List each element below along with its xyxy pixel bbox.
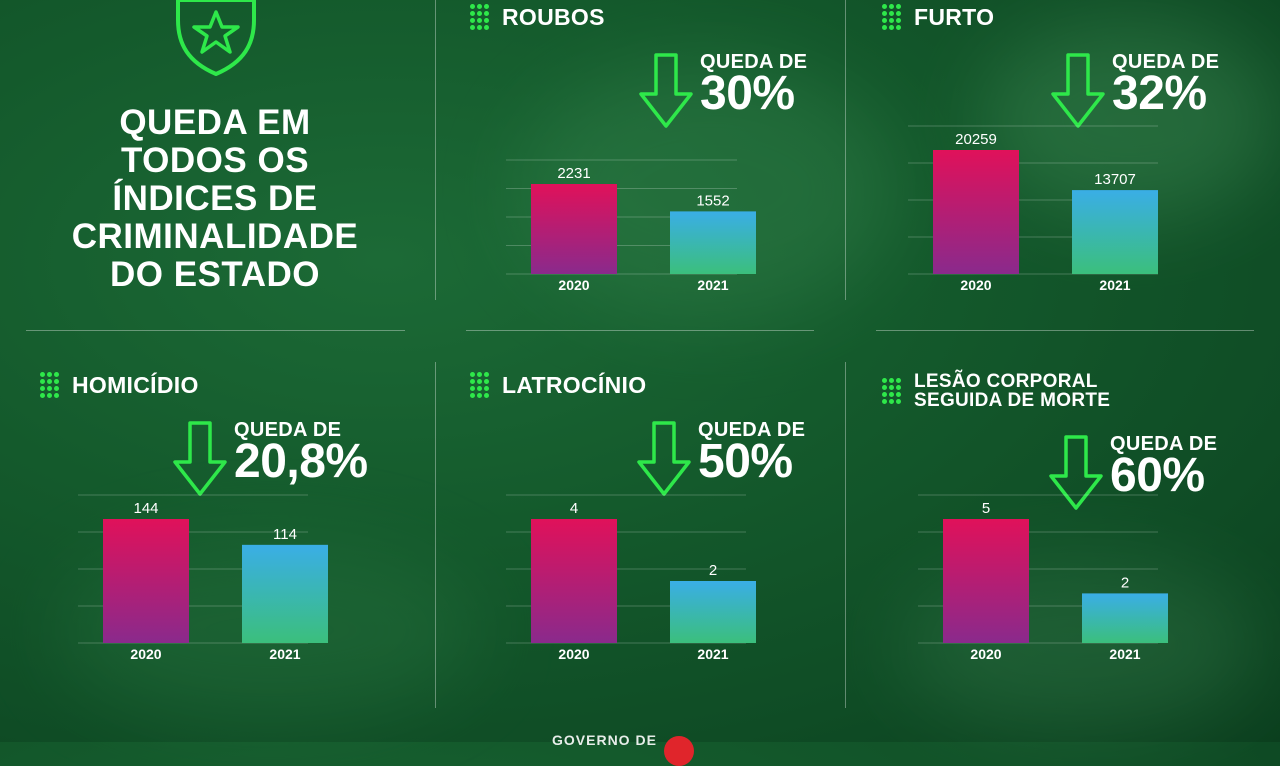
headline-line: QUEDA EM xyxy=(119,103,311,142)
panel-lesao-corporal: LESÃO CORPORAL SEGUIDA DE MORTE QUEDA DE… xyxy=(846,368,1246,718)
arrow-down-icon xyxy=(1049,435,1103,510)
bar-chart: 20259 2020 13707 2021 xyxy=(908,125,1158,293)
divider-vertical-2 xyxy=(845,0,846,300)
drop-indicator: QUEDA DE 32% xyxy=(1050,52,1219,130)
bar-2020 xyxy=(531,184,617,274)
category-label: 2020 xyxy=(130,646,161,662)
panel-title: LESÃO CORPORAL SEGUIDA DE MORTE xyxy=(882,372,1110,410)
category-label: 2020 xyxy=(970,646,1001,662)
panel-title-line: LESÃO CORPORAL xyxy=(914,371,1098,392)
bar-2020 xyxy=(531,519,617,643)
dots-icon xyxy=(40,372,60,398)
drop-indicator: QUEDA DE 20,8% xyxy=(172,420,368,498)
dots-icon xyxy=(882,4,902,30)
page-title: QUEDA EM TODOS OS ÍNDICES DE CRIMINALIDA… xyxy=(40,104,390,294)
drop-label: QUEDA DE xyxy=(700,51,808,73)
data-label: 2231 xyxy=(557,165,590,182)
headline-line: DO ESTADO xyxy=(110,255,320,294)
drop-label: QUEDA DE xyxy=(1110,433,1218,455)
drop-value: 50% xyxy=(698,435,793,488)
panel-title: FURTO xyxy=(882,4,994,30)
category-label: 2021 xyxy=(697,277,728,293)
bar-2021 xyxy=(1072,190,1158,274)
category-label: 2021 xyxy=(269,646,300,662)
drop-value: 30% xyxy=(700,67,795,120)
data-label: 1552 xyxy=(696,192,729,209)
data-label: 13707 xyxy=(1094,171,1136,188)
bar-2020 xyxy=(103,519,189,643)
data-label: 4 xyxy=(570,500,578,517)
bar-2021 xyxy=(242,544,328,643)
data-label: 114 xyxy=(273,526,297,543)
arrow-down-icon xyxy=(173,421,227,496)
category-label: 2021 xyxy=(1109,646,1140,662)
panel-title-text: LESÃO CORPORAL SEGUIDA DE MORTE xyxy=(914,372,1110,410)
drop-value: 32% xyxy=(1112,67,1207,120)
footer-logo-text: GOVERNO DE xyxy=(552,732,657,748)
data-label: 5 xyxy=(982,500,990,517)
bar-chart: 144 2020 114 2021 xyxy=(78,494,328,662)
arrow-down-icon xyxy=(639,53,693,128)
footer-logo-icon xyxy=(664,736,694,766)
drop-label: QUEDA DE xyxy=(234,419,342,441)
divider-vertical-1 xyxy=(435,0,436,300)
divider-vertical-4 xyxy=(845,362,846,708)
bar-2021 xyxy=(670,211,756,274)
panel-furto: FURTO QUEDA DE 32% 20259 2020 13707 2021 xyxy=(846,0,1246,350)
divider-horizontal-2 xyxy=(466,330,814,331)
dots-icon xyxy=(470,4,490,30)
panel-title-text: HOMICÍDIO xyxy=(72,372,199,398)
drop-label: QUEDA DE xyxy=(698,419,806,441)
panel-title: HOMICÍDIO xyxy=(40,372,199,398)
panel-homicidio: HOMICÍDIO QUEDA DE 20,8% 144 2020 114 2021 xyxy=(4,368,404,718)
drop-indicator: QUEDA DE 60% xyxy=(1048,434,1217,512)
drop-label: QUEDA DE xyxy=(1112,51,1220,73)
data-label: 20259 xyxy=(955,131,997,148)
arrow-down-icon xyxy=(637,421,691,496)
bar-2021 xyxy=(670,581,756,643)
drop-indicator: QUEDA DE 50% xyxy=(636,420,805,498)
panel-title-text: LATROCÍNIO xyxy=(502,372,647,398)
category-label: 2020 xyxy=(558,646,589,662)
panel-title-text: ROUBOS xyxy=(502,4,605,30)
data-label: 2 xyxy=(1121,574,1129,591)
panel-title-text: FURTO xyxy=(914,4,995,30)
category-label: 2021 xyxy=(1099,277,1130,293)
police-badge-icon xyxy=(176,0,256,76)
headline-line: CRIMINALIDADE xyxy=(71,217,359,256)
divider-horizontal-1 xyxy=(26,330,405,331)
drop-value: 20,8% xyxy=(234,435,368,488)
category-label: 2020 xyxy=(960,277,991,293)
category-label: 2020 xyxy=(558,277,589,293)
panel-title: LATROCÍNIO xyxy=(470,372,646,398)
bar-chart: 4 2020 2 2021 xyxy=(506,494,756,662)
panel-latrocinio: LATROCÍNIO QUEDA DE 50% 4 2020 2 2021 xyxy=(434,368,834,718)
bar-2020 xyxy=(933,150,1019,274)
bar-chart: 2231 2020 1552 2021 xyxy=(506,159,756,293)
divider-vertical-3 xyxy=(435,362,436,708)
panel-title-line: SEGUIDA DE MORTE xyxy=(914,390,1111,411)
headline-line: TODOS OS xyxy=(120,141,310,180)
divider-horizontal-3 xyxy=(876,330,1254,331)
bar-2021 xyxy=(1082,593,1168,643)
bar-2020 xyxy=(943,519,1029,643)
dots-icon xyxy=(470,372,490,398)
headline-line: ÍNDICES DE xyxy=(112,179,318,218)
data-label: 144 xyxy=(133,500,158,517)
drop-value: 60% xyxy=(1110,449,1205,502)
category-label: 2021 xyxy=(697,646,728,662)
dots-icon xyxy=(882,378,902,404)
arrow-down-icon xyxy=(1051,53,1105,128)
drop-indicator: QUEDA DE 30% xyxy=(638,52,807,130)
bar-chart: 5 2020 2 2021 xyxy=(918,494,1168,662)
panel-roubos: ROUBOS QUEDA DE 30% 2231 2020 1552 2021 xyxy=(434,0,834,350)
panel-title: ROUBOS xyxy=(470,4,605,30)
data-label: 2 xyxy=(709,562,717,579)
